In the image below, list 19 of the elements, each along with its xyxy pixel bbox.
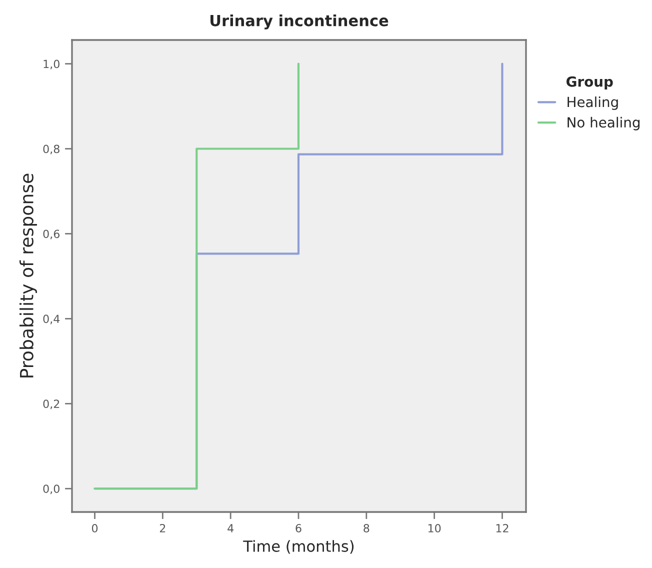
x-tick-label: 8 <box>364 524 370 532</box>
legend-label: No healing <box>568 116 640 130</box>
legend-label: Healing <box>568 96 618 110</box>
x-axis-title: Time (months) <box>243 540 354 554</box>
legend-title: Group <box>566 76 613 90</box>
y-tick-label: 0,8 <box>43 144 60 154</box>
x-tick-label: 6 <box>296 524 302 532</box>
x-tick-label: 4 <box>228 524 234 532</box>
x-tick-label: 12 <box>496 524 508 532</box>
x-tick-label: 0 <box>92 524 98 532</box>
chart-title: Urinary incontinence <box>210 14 388 30</box>
y-tick-label: 0,4 <box>43 314 60 324</box>
y-tick-label: 0,2 <box>43 400 60 410</box>
x-tick-label: 10 <box>428 524 441 532</box>
y-tick-label: 1,0 <box>44 60 60 70</box>
x-tick-label: 2 <box>160 524 166 532</box>
y-tick-label: 0,0 <box>43 484 60 494</box>
y-tick-label: 0,6 <box>43 230 60 240</box>
y-axis-title: Probability of response <box>19 174 37 378</box>
